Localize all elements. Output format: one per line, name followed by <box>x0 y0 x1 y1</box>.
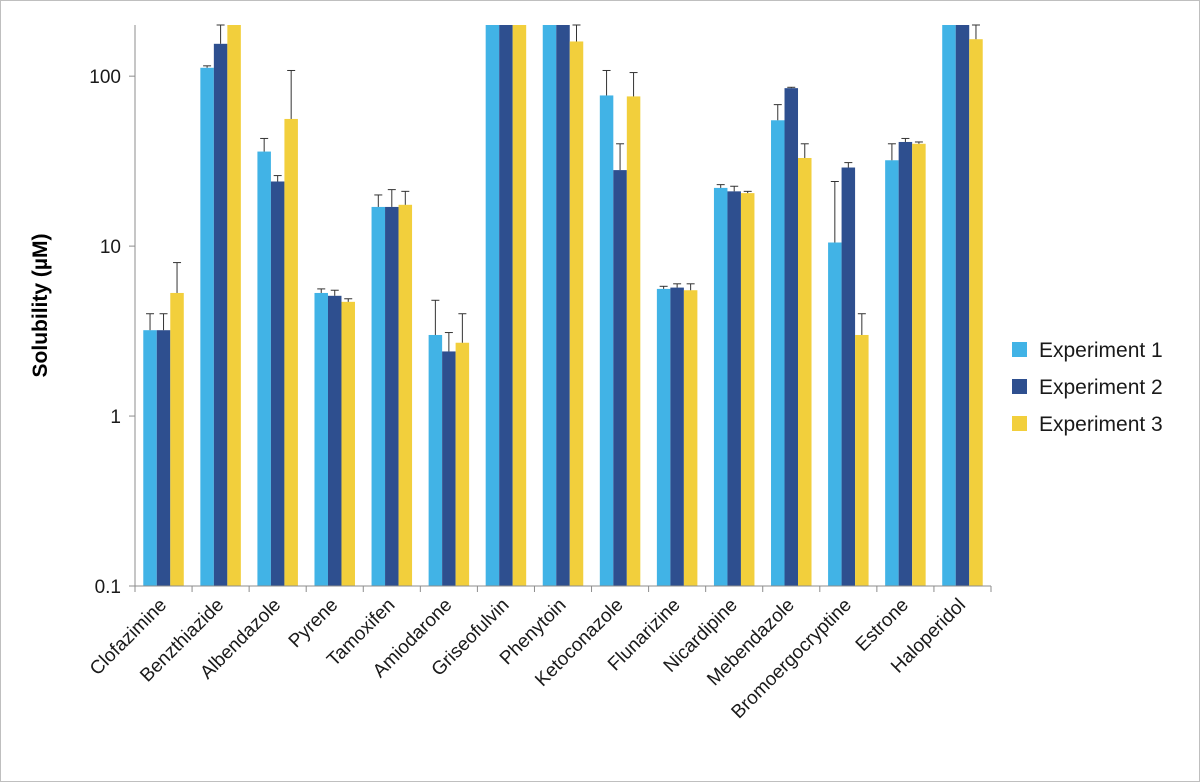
bar-mebendazole-series-3 <box>798 157 812 587</box>
bar-benzthiazide-series-3 <box>227 25 241 586</box>
bar-phenytoin-series-2 <box>556 25 570 586</box>
y-tick-label: 0.1 <box>95 577 121 598</box>
legend: Experiment 1 Experiment 2 Experiment 3 <box>1012 339 1163 436</box>
y-tick-label: 1 <box>110 407 121 428</box>
bar-griseofulvin-series-3 <box>512 25 527 586</box>
bar-amiodarone-series-1 <box>428 334 443 586</box>
bar-benzthiazide-series-1 <box>200 67 214 587</box>
bar-clofazimine-series-2 <box>156 330 171 586</box>
bar-tamoxifen-series-1 <box>371 206 386 586</box>
bar-ketoconazole-series-3 <box>626 96 641 586</box>
y-axis-label: Solubility (µM) <box>29 234 52 378</box>
bar-haloperidol-series-1 <box>942 25 956 586</box>
legend-swatch-series-2 <box>1012 379 1027 394</box>
bar-amiodarone-series-2 <box>442 351 456 586</box>
bar-estrone-series-3 <box>912 143 926 587</box>
axes-layer <box>134 25 992 592</box>
y-tick-label: 100 <box>89 67 121 88</box>
bar-haloperidol-series-3 <box>969 39 983 586</box>
legend-swatch-series-3 <box>1012 416 1027 431</box>
bar-tamoxifen-series-3 <box>398 204 413 587</box>
y-tick-label: 10 <box>100 237 121 258</box>
bar-amiodarone-series-3 <box>455 342 470 586</box>
legend-label-series-2: Experiment 2 <box>1039 376 1163 399</box>
bar-griseofulvin-series-2 <box>499 25 513 586</box>
bar-nicardipine-series-1 <box>713 187 728 586</box>
bar-benzthiazide-series-2 <box>213 43 228 587</box>
bar-ketoconazole-series-1 <box>599 95 614 586</box>
bar-estrone-series-2 <box>898 141 913 586</box>
bar-mebendazole-series-1 <box>771 120 785 586</box>
bar-nicardipine-series-2 <box>727 191 741 586</box>
bars-layer <box>143 25 983 587</box>
bar-ketoconazole-series-2 <box>613 170 627 587</box>
bar-bromoergocryptine-series-3 <box>855 334 869 586</box>
bar-albendazole-series-1 <box>257 151 271 586</box>
bar-nicardipine-series-3 <box>740 193 755 586</box>
x-tick-label-pyrene: Pyrene <box>285 595 342 652</box>
bar-bromoergocryptine-series-1 <box>828 242 842 586</box>
bar-albendazole-series-3 <box>284 118 298 586</box>
bar-phenytoin-series-3 <box>569 41 584 587</box>
legend-swatch-series-1 <box>1012 342 1027 357</box>
bar-haloperidol-series-2 <box>955 25 970 586</box>
bar-albendazole-series-2 <box>270 181 285 587</box>
bar-griseofulvin-series-1 <box>485 25 500 586</box>
bar-bromoergocryptine-series-2 <box>841 167 856 586</box>
y-ticks: 0.1 1 10 100 <box>89 67 135 598</box>
bar-mebendazole-series-2 <box>784 88 799 587</box>
legend-label-series-1: Experiment 1 <box>1039 339 1163 362</box>
error-bars-layer <box>146 24 980 352</box>
legend-label-series-3: Experiment 3 <box>1039 413 1163 436</box>
bar-estrone-series-1 <box>885 160 899 586</box>
bar-flunarizine-series-1 <box>656 288 671 586</box>
bar-tamoxifen-series-2 <box>385 206 399 586</box>
bar-pyrene-series-1 <box>314 292 328 586</box>
bar-clofazimine-series-3 <box>170 292 184 586</box>
bar-pyrene-series-3 <box>341 301 355 586</box>
bar-flunarizine-series-2 <box>670 287 684 586</box>
bar-phenytoin-series-1 <box>542 25 557 586</box>
bar-flunarizine-series-3 <box>683 290 698 586</box>
bar-pyrene-series-2 <box>327 295 342 586</box>
bar-clofazimine-series-1 <box>143 330 157 586</box>
